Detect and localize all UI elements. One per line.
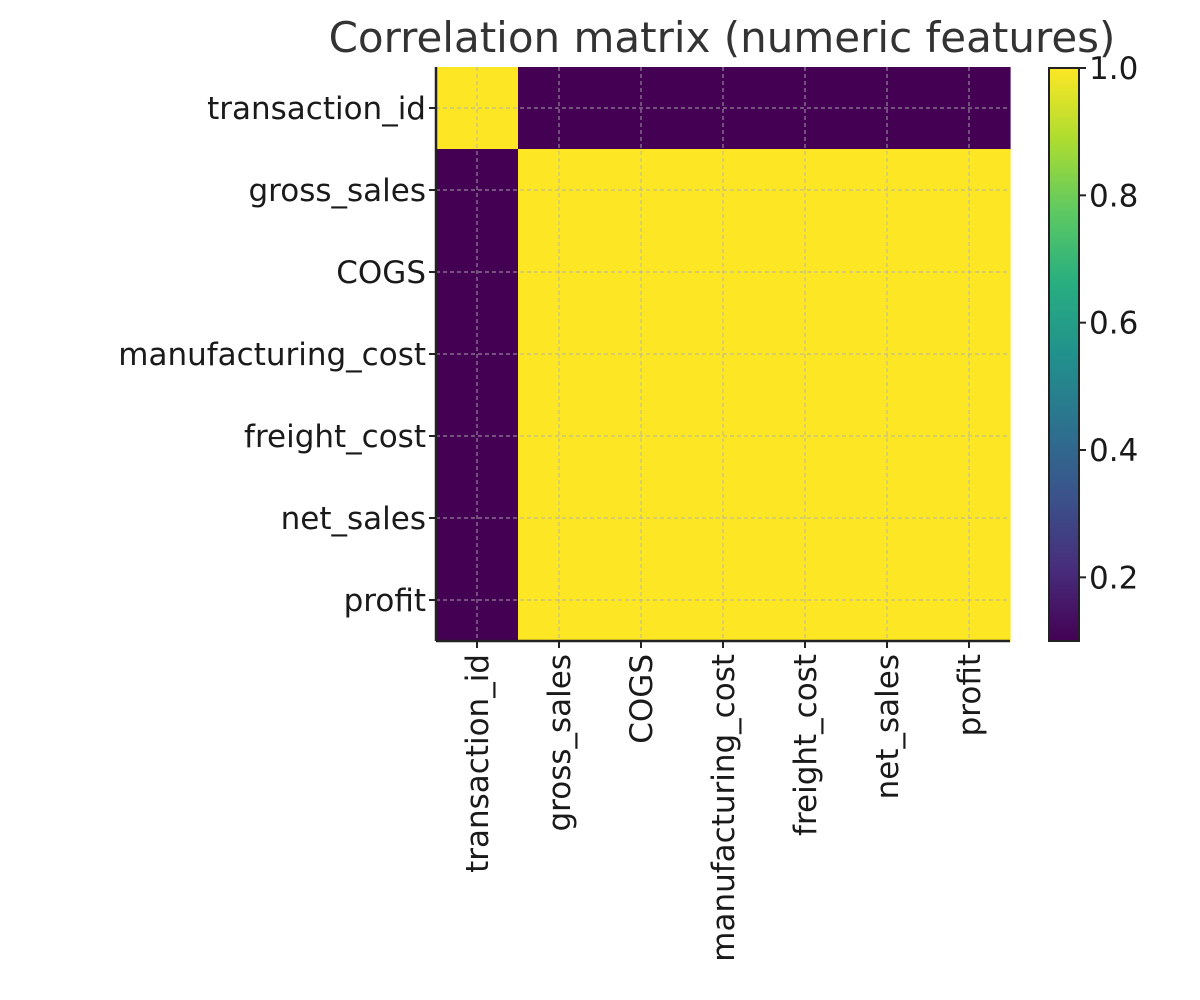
colorbar: 0.2 0.4 0.6 0.8 1.0 xyxy=(1048,51,1138,642)
heatmap-gridlines xyxy=(436,67,1010,641)
colorbar-tick-label: 0.2 xyxy=(1089,560,1138,596)
x-tick-label: manufacturing_cost xyxy=(706,654,742,962)
chart-title: Correlation matrix (numeric features) xyxy=(329,13,1116,62)
heatmap-cell xyxy=(764,395,847,478)
colorbar-gradient xyxy=(1048,67,1080,642)
colorbar-tick-label: 0.6 xyxy=(1089,306,1138,342)
x-tick-label: net_sales xyxy=(870,654,906,799)
y-tick-label: profit xyxy=(344,583,426,619)
y-tick-label: COGS xyxy=(336,255,426,291)
heatmap-cell xyxy=(436,67,519,150)
x-tick-label: COGS xyxy=(624,654,660,744)
y-tick-label: manufacturing_cost xyxy=(118,337,426,373)
colorbar-tick-label: 0.8 xyxy=(1089,178,1138,214)
colorbar-ticks: 0.2 0.4 0.6 0.8 1.0 xyxy=(1079,51,1138,596)
x-axis-tick-labels: transaction_id gross_sales COGS manufacturi… xyxy=(460,641,988,962)
x-tick-label: freight_cost xyxy=(788,654,824,836)
y-tick-label: net_sales xyxy=(281,501,426,537)
y-tick-label: transaction_id xyxy=(207,91,426,127)
y-axis-tick-labels: transaction_id gross_sales COGS manufacturi… xyxy=(118,91,436,619)
colorbar-tick-label: 0.4 xyxy=(1089,433,1138,469)
x-tick-label: gross_sales xyxy=(542,654,578,832)
x-tick-label: profit xyxy=(952,654,988,736)
colorbar-tick-label: 1.0 xyxy=(1089,51,1138,87)
heatmap-cell xyxy=(436,395,519,478)
x-tick-label: transaction_id xyxy=(460,654,496,873)
y-tick-label: freight_cost xyxy=(244,419,426,455)
y-tick-label: gross_sales xyxy=(249,173,427,209)
heatmap-cell xyxy=(764,67,847,150)
